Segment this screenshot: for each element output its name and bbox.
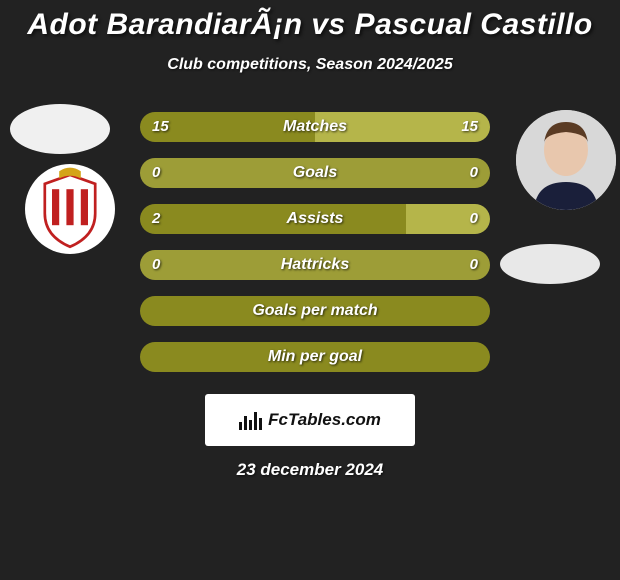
stat-value-left: 15 [152,112,169,142]
subtitle: Club competitions, Season 2024/2025 [0,56,620,74]
stat-label: Hattricks [140,250,490,280]
logo-bars-icon [239,410,262,430]
stat-row: Min per goal [140,342,490,372]
stat-value-right: 0 [470,250,478,280]
stat-label: Goals [140,158,490,188]
stat-value-right: 15 [461,112,478,142]
stat-row: Goals0 0 [140,158,490,188]
stat-label: Matches [140,112,490,142]
player-left-portrait [10,104,110,154]
page-title: Adot BarandiarÃ¡n vs Pascual Castillo [0,0,620,42]
stat-row: Goals per match [140,296,490,326]
stat-row: Hattricks0 0 [140,250,490,280]
stat-row: Assists2 0 [140,204,490,234]
logo-text: FcTables.com [268,410,381,430]
player-right-portrait [516,110,616,210]
stat-value-right: 0 [470,158,478,188]
stat-bars: Matches1515Goals00Assists20Hattricks00Go… [140,112,490,388]
club-left-badge [25,164,115,254]
stat-label: Assists [140,204,490,234]
club-right-badge [500,244,600,284]
stat-value-right: 0 [470,204,478,234]
stat-label: Min per goal [140,342,490,372]
stat-label: Goals per match [140,296,490,326]
stat-value-left: 2 [152,204,160,234]
stat-value-left: 0 [152,250,160,280]
stat-row: Matches15 15 [140,112,490,142]
date-text: 23 december 2024 [0,460,620,480]
stat-value-left: 0 [152,158,160,188]
fctables-logo: FcTables.com [205,394,415,446]
